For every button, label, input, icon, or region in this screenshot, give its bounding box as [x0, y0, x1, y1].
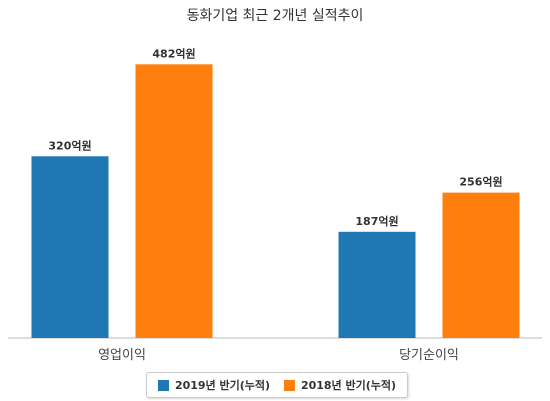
legend-item-2018: 2018년 반기(누적) [283, 377, 397, 393]
bar-2018-0 [135, 64, 213, 339]
legend-swatch-2018 [283, 379, 295, 391]
bar-2018-1 [442, 192, 520, 338]
bar-2019-1 [338, 231, 416, 338]
category-label-1: 당기순이익 [399, 348, 459, 363]
legend-swatch-2019 [157, 379, 169, 391]
legend-label-2018: 2018년 반기(누적) [300, 379, 397, 392]
legend-label-2019: 2019년 반기(누적) [174, 379, 271, 392]
data-label-2019-1: 187억원 [355, 214, 398, 228]
legend: 2019년 반기(누적) 2018년 반기(누적) [146, 372, 408, 398]
chart-title: 동화기업 최근 2개년 실적추이 [187, 8, 364, 24]
data-label-2019-0: 320억원 [48, 138, 91, 152]
bar-2019-0 [31, 156, 109, 338]
data-label-2018-1: 256억원 [459, 175, 502, 189]
legend-item-2019: 2019년 반기(누적) [157, 377, 271, 393]
category-label-0: 영업이익 [98, 348, 146, 363]
data-label-2018-0: 482억원 [152, 46, 195, 60]
